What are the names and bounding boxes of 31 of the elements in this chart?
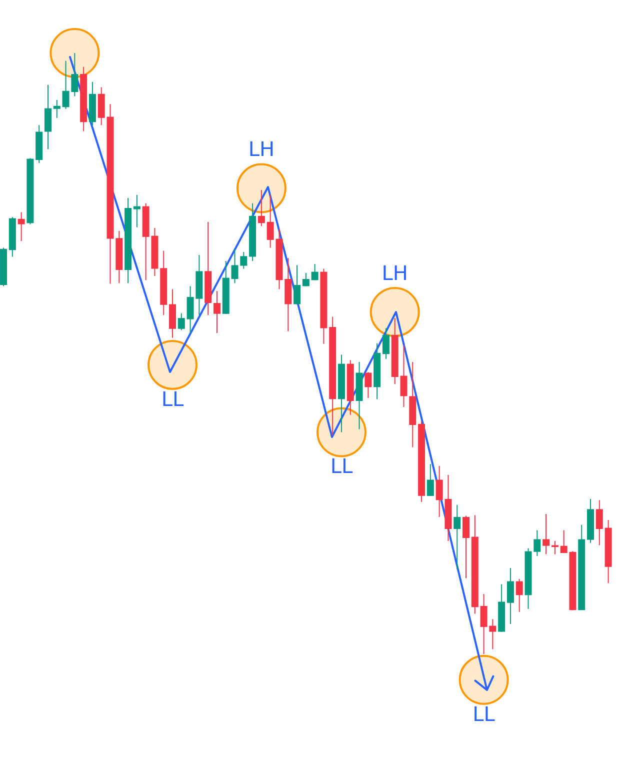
candlestick: [302, 272, 310, 287]
annotation: LH: [248, 137, 275, 162]
point: [236, 163, 286, 214]
candlestick: [178, 312, 185, 331]
candlestick: [213, 290, 220, 334]
candlestick: [258, 190, 265, 227]
point: [370, 287, 420, 337]
point: [316, 407, 366, 458]
annotation: LH: [382, 261, 408, 286]
candlestick: [382, 328, 390, 360]
candlestick: [53, 99, 60, 118]
candlestick: [364, 372, 372, 398]
candlestick: [294, 264, 301, 305]
candlestick: [18, 212, 25, 242]
point: [50, 28, 100, 78]
point: [148, 340, 198, 390]
candlestick: [551, 540, 558, 555]
annotation: LL: [161, 386, 184, 411]
candlestick: [311, 263, 318, 281]
candlestick: [596, 500, 603, 546]
candlestick: [542, 513, 550, 555]
candlestick: [516, 578, 523, 612]
candlestick: [462, 515, 470, 579]
annotation: LL: [330, 454, 354, 478]
candlestick: [426, 464, 434, 496]
annotation: LL: [472, 702, 496, 726]
point: [458, 654, 509, 705]
candlestick: [133, 194, 140, 228]
candlestick: [44, 84, 52, 150]
candlestick: [506, 568, 514, 624]
candlestick: [454, 504, 461, 570]
